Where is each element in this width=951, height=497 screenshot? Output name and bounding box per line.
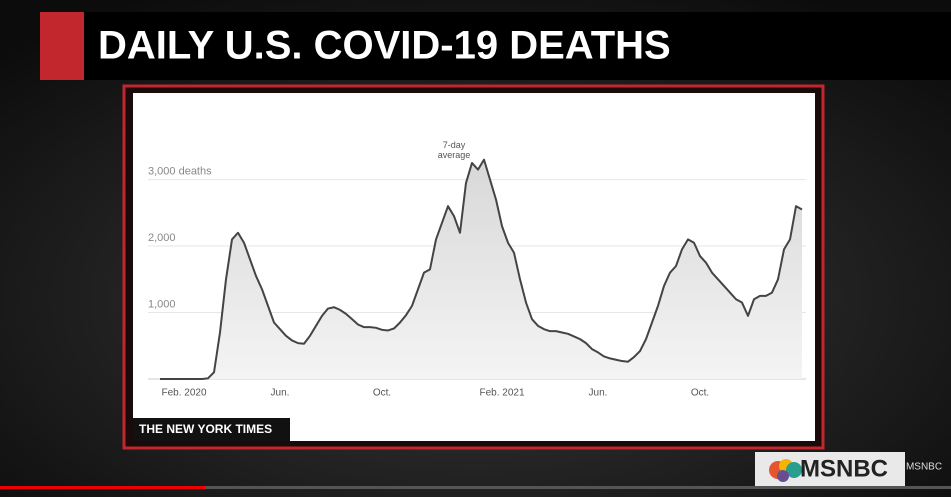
y-tick-label: 1,000 [148, 298, 176, 310]
y-tick-label: 3,000 deaths [148, 165, 212, 177]
logo-text: MSNBC [800, 455, 888, 482]
annotation: average [438, 150, 471, 160]
progress-bar [0, 486, 205, 489]
y-tick-label: 2,000 [148, 232, 176, 244]
plot: 1,000 2,000 3,000 deaths Feb. 2020 Jun. Oct. F… [148, 140, 806, 399]
x-tick-label: Jun. [589, 388, 608, 399]
title: DAILY U.S. COVID-19 DEATHS [98, 24, 671, 68]
x-tick-label: Feb. 2021 [479, 388, 524, 399]
area [160, 159, 802, 379]
source-box [133, 418, 290, 441]
source: THE NEW YORK TIMES [139, 422, 272, 436]
title-accent [40, 12, 84, 80]
annotation: 7-day [443, 140, 466, 150]
line [160, 158, 803, 380]
watermark: MSNBC [906, 462, 942, 473]
x-tick-label: Oct. [691, 388, 709, 399]
progress-track [0, 486, 951, 489]
peacock [769, 459, 802, 482]
x-tick-label: Oct. [373, 388, 391, 399]
x-tick-label: Jun. [271, 388, 290, 399]
title-banner [40, 12, 951, 80]
x-tick-label: Feb. 2020 [161, 388, 206, 399]
